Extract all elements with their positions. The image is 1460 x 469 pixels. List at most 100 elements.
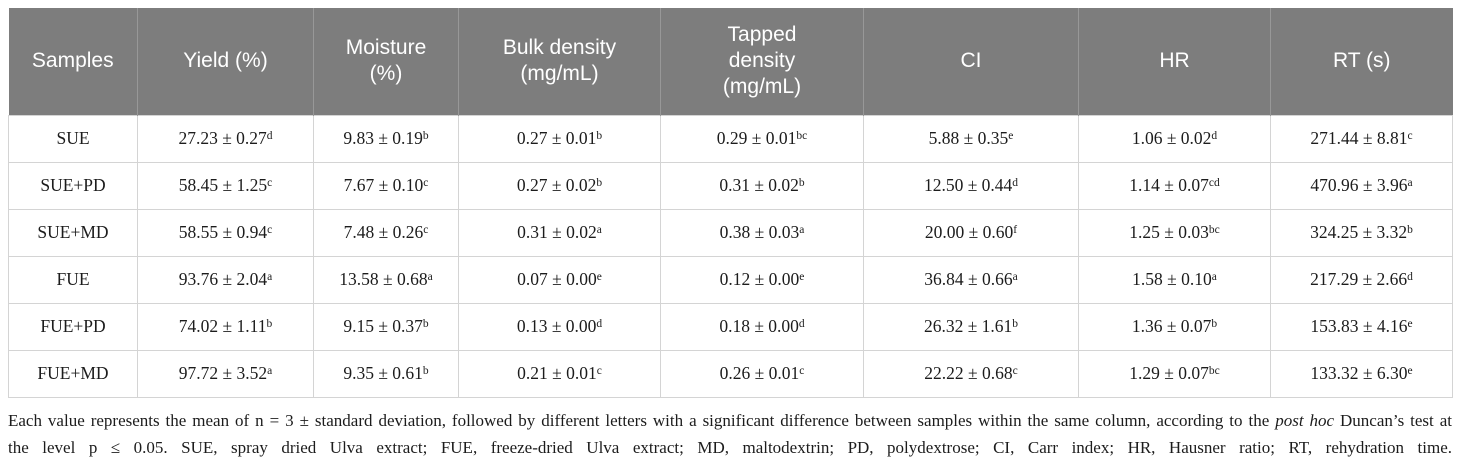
cell-moisture: 7.48 ± 0.26c	[313, 208, 459, 257]
cell-value: 0.29 ± 0.01	[716, 128, 797, 148]
significance-letter: c	[423, 176, 429, 189]
table-row: SUE+MD 58.55 ± 0.94c 7.48 ± 0.26c 0.31 ± 0.…	[8, 208, 1453, 257]
sample-name: SUE+MD	[8, 208, 138, 257]
cell-value: 9.15 ± 0.37	[343, 316, 423, 336]
cell-value: 1.29 ± 0.07	[1129, 363, 1209, 383]
cell-value: 133.32 ± 6.30	[1310, 363, 1408, 383]
column-header-bulk-density: Bulk density (mg/mL)	[458, 8, 661, 115]
cell-tapped-density: 0.18 ± 0.00d	[660, 302, 864, 351]
significance-letter: c	[267, 176, 273, 189]
table-row: SUE+PD 58.45 ± 1.25c 7.67 ± 0.10c 0.27 ± 0.…	[8, 161, 1453, 210]
cell-value: 97.72 ± 3.52	[178, 363, 268, 383]
cell-value: 153.83 ± 4.16	[1310, 316, 1408, 336]
cell-tapped-density: 0.31 ± 0.02b	[660, 161, 864, 210]
cell-yield: 58.45 ± 1.25c	[137, 161, 314, 210]
significance-letter: b	[798, 176, 805, 189]
sample-name: FUE+PD	[8, 302, 138, 351]
column-header-tapped-density: Tapped density (mg/mL)	[660, 8, 864, 115]
cell-rt: 153.83 ± 4.16e	[1270, 302, 1453, 351]
cell-value: 36.84 ± 0.66	[924, 269, 1013, 289]
cell-value: 0.13 ± 0.00	[516, 316, 597, 336]
cell-value: 5.88 ± 0.35	[928, 128, 1009, 148]
cell-value: 7.67 ± 0.10	[343, 175, 424, 195]
significance-letter: a	[1407, 176, 1413, 189]
cell-value: 0.38 ± 0.03	[719, 222, 800, 242]
significance-letter: bc	[1208, 223, 1220, 236]
cell-value: 12.50 ± 0.44	[923, 175, 1013, 195]
cell-bulk-density: 0.31 ± 0.02a	[458, 208, 661, 257]
cell-ci: 20.00 ± 0.60f	[863, 208, 1079, 257]
sample-name: FUE	[8, 255, 138, 304]
cell-ci: 12.50 ± 0.44d	[863, 161, 1079, 210]
cell-tapped-density: 0.29 ± 0.01bc	[660, 114, 864, 163]
significance-letter: c	[423, 223, 429, 236]
cell-yield: 27.23 ± 0.27d	[137, 114, 314, 163]
cell-bulk-density: 0.13 ± 0.00d	[458, 302, 661, 351]
significance-letter: c	[596, 364, 602, 377]
cell-tapped-density: 0.38 ± 0.03a	[660, 208, 864, 257]
significance-letter: a	[267, 364, 273, 377]
significance-letter: cd	[1208, 176, 1220, 189]
significance-letter: c	[1012, 364, 1018, 377]
cell-yield: 58.55 ± 0.94c	[137, 208, 314, 257]
cell-hr: 1.36 ± 0.07b	[1078, 302, 1271, 351]
significance-letter: a	[799, 223, 805, 236]
column-header-samples: Samples	[8, 8, 138, 115]
cell-moisture: 9.35 ± 0.61b	[313, 349, 459, 398]
significance-letter: f	[1013, 223, 1018, 236]
table-row: FUE 93.76 ± 2.04a 13.58 ± 0.68a 0.07 ± 0.00…	[8, 255, 1453, 304]
significance-letter: bc	[1208, 364, 1220, 377]
cell-bulk-density: 0.07 ± 0.00e	[458, 255, 661, 304]
cell-value: 9.83 ± 0.19	[343, 128, 423, 148]
significance-letter: d	[798, 317, 805, 330]
cell-ci: 36.84 ± 0.66a	[863, 255, 1079, 304]
table-body: SUE 27.23 ± 0.27d 9.83 ± 0.19b 0.27 ± 0.01b…	[8, 114, 1453, 398]
significance-letter: c	[267, 223, 273, 236]
significance-letter: a	[1211, 270, 1217, 283]
cell-value: 217.29 ± 2.66	[1310, 269, 1408, 289]
significance-letter: b	[596, 129, 603, 142]
cell-hr: 1.14 ± 0.07cd	[1078, 161, 1271, 210]
significance-letter: b	[1012, 317, 1019, 330]
header-row: Samples Yield (%) Moisture (%) Bulk density(…	[8, 8, 1453, 115]
cell-bulk-density: 0.21 ± 0.01c	[458, 349, 661, 398]
cell-value: 0.18 ± 0.00	[719, 316, 799, 336]
significance-letter: b	[422, 317, 429, 330]
significance-letter: d	[1407, 270, 1413, 283]
footnote-italic-post-hoc: post hoc	[1275, 410, 1335, 430]
significance-letter: b	[1211, 317, 1218, 330]
significance-letter: d	[1211, 129, 1218, 142]
cell-value: 1.14 ± 0.07	[1129, 175, 1209, 195]
cell-bulk-density: 0.27 ± 0.02b	[458, 161, 661, 210]
sample-name: SUE+PD	[8, 161, 138, 210]
cell-yield: 97.72 ± 3.52a	[137, 349, 314, 398]
cell-ci: 22.22 ± 0.68c	[863, 349, 1079, 398]
cell-yield: 74.02 ± 1.11b	[137, 302, 314, 351]
cell-value: 27.23 ± 0.27	[178, 128, 267, 148]
cell-value: 0.12 ± 0.00	[719, 269, 800, 289]
significance-letter: c	[1407, 129, 1413, 142]
cell-tapped-density: 0.12 ± 0.00e	[660, 255, 864, 304]
cell-value: 9.35 ± 0.61	[343, 363, 423, 383]
cell-value: 0.27 ± 0.02	[516, 175, 597, 195]
cell-hr: 1.25 ± 0.03bc	[1078, 208, 1271, 257]
significance-letter: d	[266, 129, 273, 142]
powder-properties-table: Samples Yield (%) Moisture (%) Bulk density(…	[8, 8, 1453, 398]
footnote-text-1: Each value represents the mean of n = 3 …	[8, 410, 1276, 430]
significance-letter: b	[422, 129, 429, 142]
cell-hr: 1.58 ± 0.10a	[1078, 255, 1271, 304]
cell-rt: 133.32 ± 6.30e	[1270, 349, 1453, 398]
cell-value: 0.31 ± 0.02	[719, 175, 799, 195]
cell-value: 26.32 ± 1.61	[923, 316, 1013, 336]
cell-value: 271.44 ± 8.81	[1310, 128, 1408, 148]
cell-value: 0.31 ± 0.02	[517, 222, 597, 242]
column-header-hr: HR	[1078, 8, 1271, 115]
cell-value: 0.27 ± 0.01	[516, 128, 597, 148]
significance-letter: e	[1407, 317, 1413, 330]
cell-value: 1.25 ± 0.03	[1129, 222, 1209, 242]
cell-value: 0.21 ± 0.01	[517, 363, 597, 383]
cell-tapped-density: 0.26 ± 0.01c	[660, 349, 864, 398]
cell-ci: 5.88 ± 0.35e	[863, 114, 1079, 163]
cell-value: 20.00 ± 0.60	[924, 222, 1014, 242]
